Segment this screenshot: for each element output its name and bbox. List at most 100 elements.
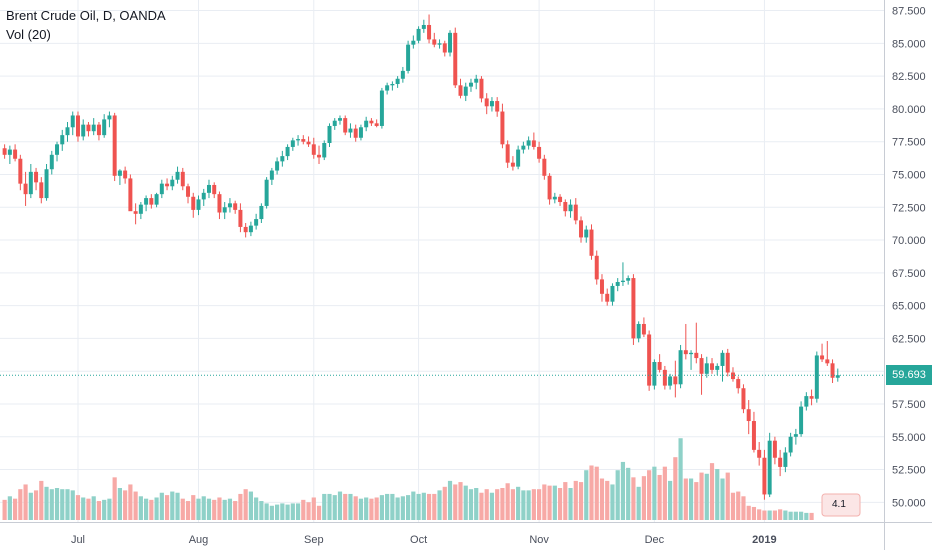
volume-bar <box>233 501 238 520</box>
candle-body <box>751 421 756 450</box>
volume-bar <box>557 488 563 520</box>
y-tick-label: 65.000 <box>892 301 926 313</box>
volume-bar <box>164 495 170 520</box>
volume-bar <box>128 484 133 520</box>
candle-body <box>678 350 683 385</box>
candle-body <box>301 139 306 142</box>
candle-body <box>123 170 128 179</box>
volume-bar <box>783 510 788 520</box>
volume-bar <box>154 497 159 520</box>
candle-body <box>170 179 175 187</box>
candle-body <box>825 359 830 364</box>
volume-bar <box>343 493 348 520</box>
candle-body <box>416 28 421 41</box>
volume-bar <box>2 499 7 520</box>
candle-body <box>484 98 489 107</box>
candle-body <box>757 449 762 458</box>
volume-bar <box>269 505 274 520</box>
volume-bar <box>301 499 306 520</box>
y-tick-label: 57.500 <box>892 399 926 411</box>
volume-bar <box>500 488 505 520</box>
candle-body <box>379 90 384 126</box>
volume-bar <box>33 490 39 520</box>
volume-bar <box>468 489 474 520</box>
volume-bar <box>222 499 227 520</box>
volume-bar <box>102 499 107 520</box>
x-tick-label: 2019 <box>752 534 776 546</box>
volume-bar <box>416 493 421 520</box>
candle-body <box>149 198 154 205</box>
x-tick-label: Oct <box>410 534 427 546</box>
volume-bar <box>453 484 458 520</box>
candle-body <box>741 388 746 410</box>
volume-bar <box>18 489 23 520</box>
candle-body <box>128 178 133 212</box>
y-tick-label: 67.500 <box>892 268 926 280</box>
candle-body <box>96 124 101 136</box>
candle-body <box>730 372 735 380</box>
candle-body <box>117 170 122 176</box>
candle-body <box>290 140 295 147</box>
volume-bar <box>379 495 384 520</box>
candle-body <box>102 119 107 136</box>
volume-bar <box>107 498 112 520</box>
candle-body <box>804 396 809 407</box>
volume-bar <box>212 499 217 520</box>
volume-bar <box>647 470 652 520</box>
volume-bar <box>13 498 18 520</box>
candle-body <box>558 196 563 203</box>
candle-body <box>233 203 238 210</box>
volume-bar <box>657 474 662 520</box>
volume-bar <box>411 491 416 520</box>
candle-body <box>458 85 463 96</box>
volume-bar <box>599 478 605 520</box>
volume-bar <box>159 492 164 520</box>
volume-bar <box>75 495 81 520</box>
candle-body <box>81 124 86 137</box>
candle-body <box>227 203 232 208</box>
candle-body <box>704 363 709 374</box>
candle-body <box>694 352 699 359</box>
candle-body <box>442 43 447 53</box>
volume-bar <box>49 489 54 520</box>
volume-bar <box>390 493 395 520</box>
candle-body <box>49 154 54 170</box>
candle-body <box>91 124 96 132</box>
candle-body <box>599 279 604 294</box>
volume-bar <box>322 493 327 520</box>
candle-body <box>191 196 196 210</box>
volume-bar <box>699 472 704 520</box>
candle-body <box>201 192 206 200</box>
volume-bar <box>736 491 741 520</box>
candle-body <box>615 282 620 286</box>
volume-bar <box>526 490 531 520</box>
volume-bar <box>652 466 657 520</box>
volume-bar <box>196 498 201 520</box>
y-tick-label: 85.000 <box>892 38 926 50</box>
candle-body <box>579 220 584 238</box>
volume-bar <box>23 484 28 520</box>
volume-bar <box>117 488 122 520</box>
chart-legend: Brent Crude Oil, D, OANDA Vol (20) <box>6 6 166 44</box>
volume-bar <box>290 503 295 520</box>
candle-body <box>432 39 437 45</box>
candle-body <box>568 204 573 212</box>
candle-body <box>364 120 369 128</box>
volume-bar <box>589 465 594 520</box>
volume-bar <box>437 490 442 520</box>
candle-body <box>395 78 400 84</box>
candle-body <box>411 40 416 45</box>
volume-bar <box>442 486 447 520</box>
candle-body <box>699 358 704 374</box>
candle-body <box>778 457 783 467</box>
volume-bar <box>584 470 589 520</box>
volume-bar <box>605 480 610 520</box>
candle-body <box>280 156 285 162</box>
candle-body <box>573 204 578 221</box>
volume-bar <box>285 504 290 520</box>
candle-body <box>563 202 568 212</box>
y-tick-label: 87.500 <box>892 6 926 18</box>
volume-bar <box>217 497 222 520</box>
